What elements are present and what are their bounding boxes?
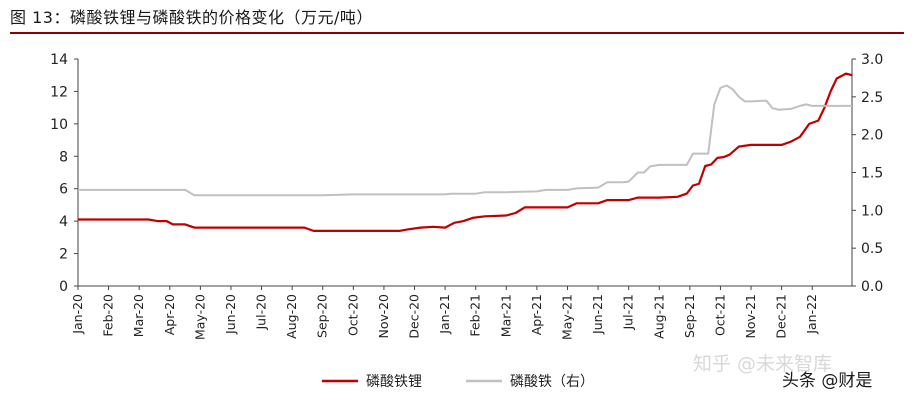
x-tick-label: Feb-21 [468,294,483,337]
x-tick-label: Oct-21 [712,294,727,336]
y-left-tick-label: 6 [59,182,68,198]
y-left-tick-label: 4 [59,214,68,230]
legend-label-iron-phosphate: 磷酸铁（右） [510,374,594,390]
x-tick-label: Sep-21 [682,294,697,338]
figure-title: 图 13：磷酸铁锂与磷酸铁的价格变化（万元/吨） [10,8,373,27]
y-left-tick-label: 12 [50,84,68,100]
x-tick-label: Nov-21 [743,294,758,338]
x-tick-label: Dec-21 [774,294,789,339]
x-tick-label: Jul-20 [254,294,269,331]
y-right-tick-label: 1.5 [861,166,883,182]
x-tick-label: Sep-20 [315,294,330,338]
y-right-tick-label: 2.0 [861,128,883,144]
chart-axes: 0 2 4 6 8 10 12 14 0.0 0.5 1.0 1.5 2.0 2.5 3.0 Jan-20 Fe… [50,52,883,340]
chart-legend: 磷酸铁锂 磷酸铁（右） [322,374,594,390]
x-tick-label: Oct-20 [345,294,360,336]
watermark-zhihu: 知乎 @未来智库 [693,353,832,375]
y-right-tick-label: 0.0 [861,279,883,295]
x-tick-label: Dec-20 [407,294,422,339]
series-layer [78,72,853,232]
x-tick-label: May-21 [559,294,574,340]
x-tick-label: May-20 [192,294,207,340]
x-tick-label: Apr-20 [162,294,177,335]
title-divider [10,32,904,34]
legend-label-lfp: 磷酸铁锂 [366,374,422,390]
y-right-tick-label: 3.0 [861,52,883,68]
series-line-iron-phosphate [78,84,852,197]
x-tick-label: Jan-21 [437,294,452,335]
x-tick-label: Aug-20 [284,294,299,339]
x-tick-label: Mar-20 [131,294,146,337]
x-tick-label: Jan-20 [70,294,85,335]
y-left-tick-label: 14 [50,52,68,68]
y-left-tick-label: 8 [59,149,68,165]
y-right-tick-label: 1.0 [861,203,883,219]
x-tick-label: Jul-21 [621,294,636,331]
x-tick-label: Mar-21 [498,294,513,337]
y-left-tick-label: 10 [50,117,68,133]
y-left-tick-label: 0 [59,279,68,295]
x-tick-label: Feb-20 [101,294,116,337]
watermark-toutiao: 头条 @财是 [782,371,872,391]
x-tick-label: Apr-21 [529,294,544,335]
y-right-tick-label: 0.5 [861,241,883,257]
x-tick-label: Aug-21 [651,294,666,339]
x-tick-label: Jun-21 [590,294,605,335]
x-tick-label: Nov-20 [376,294,391,339]
y-left-tick-label: 2 [59,247,68,263]
x-tick-label: Jan-22 [804,294,819,335]
x-tick-label: Jun-20 [223,294,238,335]
y-right-tick-label: 2.5 [861,90,883,106]
series-line-lfp [78,72,853,232]
watermark: 知乎 @未来智库 头条 @财是 [693,353,872,391]
